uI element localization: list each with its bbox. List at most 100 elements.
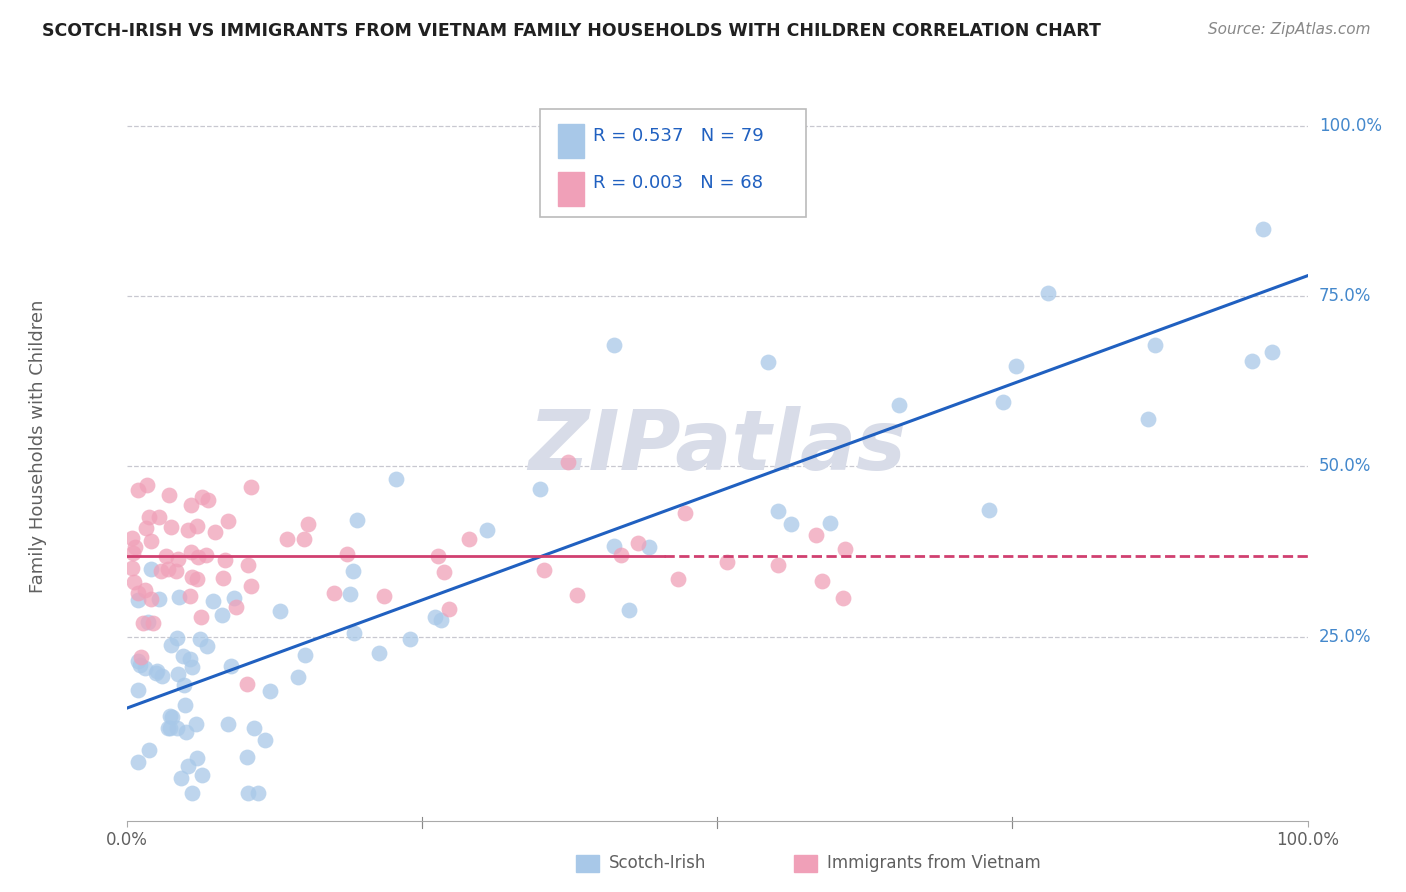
Point (134, 661, 156, 675)
Point (610, 548, 633, 562)
Point (834, 542, 856, 557)
Text: R = 0.003   N = 68: R = 0.003 N = 68 (593, 174, 763, 193)
Point (287, 670, 309, 684)
Point (219, 658, 242, 673)
Point (214, 553, 236, 567)
Point (565, 588, 588, 602)
Point (155, 549, 177, 563)
Point (149, 564, 172, 578)
Point (346, 512, 368, 526)
Point (211, 607, 233, 622)
Point (557, 455, 579, 469)
Point (166, 552, 188, 566)
Point (322, 586, 344, 600)
Point (124, 575, 146, 590)
Point (1005, 359, 1028, 374)
Point (253, 733, 276, 747)
Point (1038, 286, 1060, 301)
Point (177, 523, 200, 537)
Point (425, 610, 447, 624)
Point (529, 483, 551, 497)
Point (297, 516, 319, 531)
Point (190, 768, 212, 782)
Point (190, 610, 212, 624)
Text: Scotch-Irish: Scotch-Irish (609, 855, 706, 872)
Point (225, 599, 247, 614)
Point (121, 531, 143, 545)
Point (343, 626, 366, 640)
Point (179, 652, 201, 666)
Bar (558, 124, 583, 158)
Point (157, 488, 180, 502)
Point (292, 533, 315, 547)
Point (373, 589, 395, 603)
Point (181, 570, 204, 584)
Text: ZIPatlas: ZIPatlas (529, 406, 905, 486)
Point (177, 759, 200, 773)
Point (174, 725, 197, 739)
Point (832, 591, 855, 606)
Point (243, 721, 266, 735)
Point (627, 535, 650, 549)
Point (887, 398, 910, 412)
Point (217, 717, 239, 731)
Text: SCOTCH-IRISH VS IMMIGRANTS FROM VIETNAM FAMILY HOUSEHOLDS WITH CHILDREN CORRELAT: SCOTCH-IRISH VS IMMIGRANTS FROM VIETNAM … (42, 22, 1101, 40)
Point (159, 709, 181, 723)
Point (766, 558, 789, 572)
Point (166, 721, 188, 735)
Point (235, 750, 257, 764)
FancyBboxPatch shape (540, 109, 806, 218)
Point (173, 678, 195, 692)
Point (146, 664, 169, 678)
Point (135, 478, 157, 492)
Point (385, 472, 408, 486)
Point (148, 591, 170, 606)
Point (246, 786, 269, 800)
Point (165, 564, 187, 578)
Point (122, 546, 145, 560)
Point (127, 654, 149, 668)
Point (811, 574, 834, 589)
Point (991, 395, 1014, 409)
Point (186, 572, 208, 586)
Point (194, 548, 217, 562)
Point (240, 578, 263, 592)
Point (294, 648, 316, 662)
Point (148, 510, 170, 524)
Point (430, 613, 453, 627)
Point (187, 549, 209, 564)
Point (637, 540, 659, 554)
Point (666, 572, 689, 586)
Point (134, 583, 156, 598)
Point (124, 540, 146, 554)
Point (135, 521, 157, 535)
Point (236, 677, 259, 691)
Point (433, 565, 456, 579)
Point (195, 639, 218, 653)
Point (603, 539, 626, 553)
Bar (558, 172, 583, 206)
Point (212, 571, 235, 585)
Point (181, 660, 204, 674)
Point (173, 698, 195, 712)
Point (619, 603, 641, 617)
Text: Immigrants from Vietnam: Immigrants from Vietnam (827, 855, 1040, 872)
Point (127, 756, 149, 770)
Point (186, 751, 208, 765)
Point (217, 514, 239, 528)
Point (202, 593, 225, 607)
Point (602, 338, 624, 352)
Point (780, 517, 803, 532)
Point (979, 503, 1001, 517)
Point (1251, 222, 1274, 236)
Point (136, 615, 159, 629)
Point (127, 592, 149, 607)
Point (240, 480, 263, 494)
Point (159, 722, 181, 736)
Text: 25.0%: 25.0% (1319, 628, 1371, 646)
Point (673, 506, 696, 520)
Point (758, 355, 780, 369)
Point (1241, 354, 1264, 368)
Point (457, 532, 479, 546)
Point (336, 547, 359, 561)
